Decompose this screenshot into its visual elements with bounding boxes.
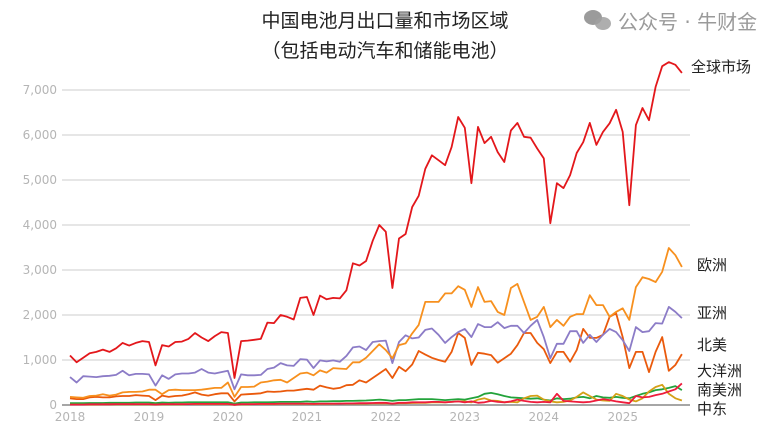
series-line-2 <box>69 305 683 391</box>
series-line-3 <box>69 312 683 403</box>
series-label: 欧洲 <box>697 256 727 274</box>
series-line-4 <box>70 382 683 406</box>
x-tick-label: 2020 <box>213 410 244 424</box>
wechat-icon <box>584 9 612 32</box>
watermark-text: 公众号 · 牛财金 <box>618 10 758 34</box>
series-label: 北美 <box>697 336 727 354</box>
y-tick-label: 3,000 <box>23 263 57 277</box>
series-label: 南美洲 <box>697 381 742 399</box>
x-tick-label: 2018 <box>55 410 86 424</box>
series-label: 全球市场 <box>691 58 751 76</box>
y-tick-label: 1,000 <box>23 353 57 367</box>
y-tick-label: 5,000 <box>23 173 57 187</box>
y-tick-label: 4,000 <box>23 218 57 232</box>
y-tick-label: 2,000 <box>23 308 57 322</box>
y-tick-label: 0 <box>49 398 57 412</box>
x-tick-label: 2021 <box>292 410 323 424</box>
x-tick-label: 2023 <box>450 410 481 424</box>
series-line-5 <box>70 385 683 405</box>
x-tick-label: 2025 <box>607 410 638 424</box>
x-tick-label: 2019 <box>134 410 165 424</box>
x-tick-label: 2024 <box>528 410 559 424</box>
series-label: 大洋洲 <box>697 362 742 380</box>
chart-title: 中国电池月出口量和市场区域 <box>261 10 509 32</box>
series-label: 中东 <box>697 400 727 418</box>
y-tick-label: 6,000 <box>23 128 57 142</box>
x-tick-label: 2022 <box>371 410 402 424</box>
y-tick-label: 7,000 <box>23 83 57 97</box>
series-line-1 <box>69 247 683 399</box>
watermark: 公众号 · 牛财金 <box>584 6 757 35</box>
series-label: 亚洲 <box>697 304 727 322</box>
chart-subtitle: （包括电动汽车和储能电池） <box>261 40 509 62</box>
series-line-0 <box>69 61 683 379</box>
